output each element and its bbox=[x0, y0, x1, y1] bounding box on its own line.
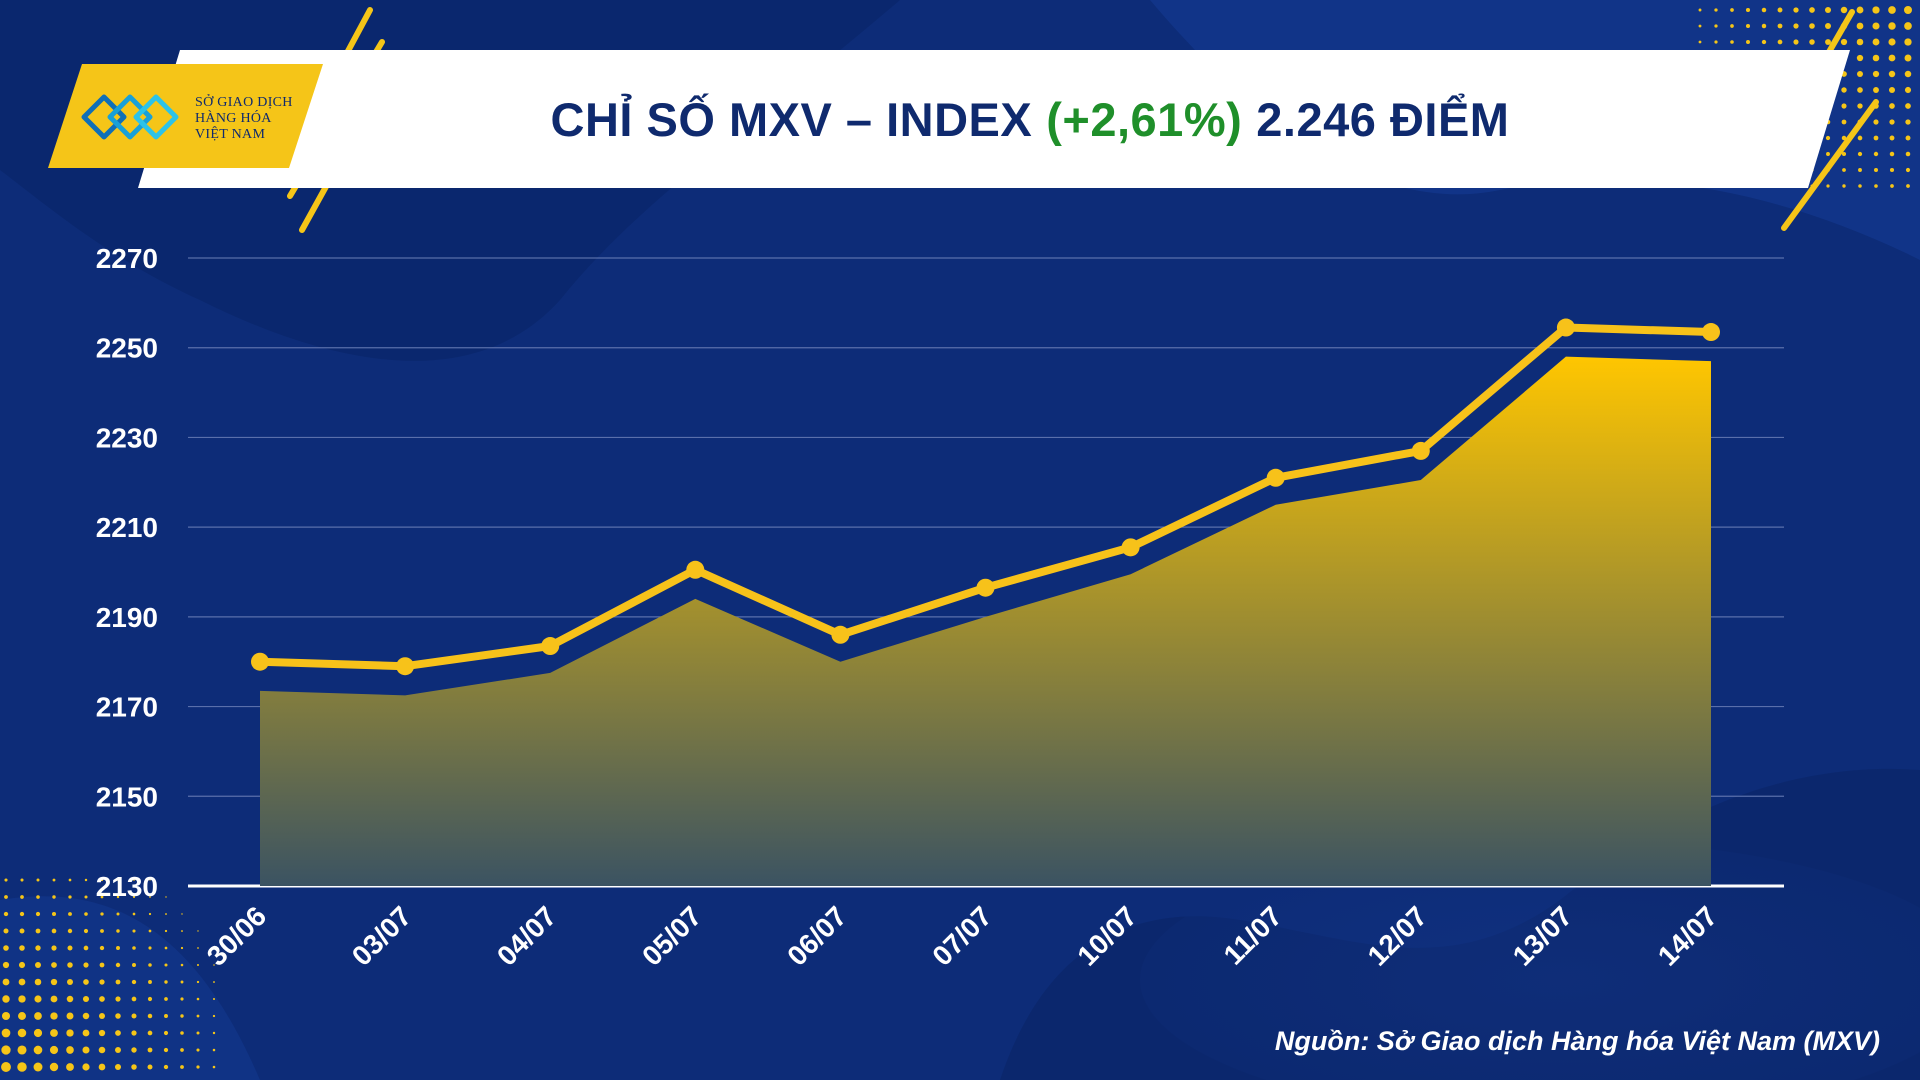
logo-text: SỞ GIAO DỊCH HÀNG HÓA VIỆT NAM bbox=[195, 95, 293, 143]
dot-pattern-bottom-left bbox=[1, 878, 216, 1072]
data-point bbox=[541, 637, 560, 656]
title-banner bbox=[138, 50, 1850, 188]
mxv-logo-icon bbox=[81, 94, 179, 140]
x-tick-label: 07/07 bbox=[926, 900, 997, 971]
y-axis-ticks: 2130 2150 2170 2190 2210 2230 2250 2270 bbox=[96, 243, 158, 902]
y-tick-label: 2270 bbox=[96, 243, 158, 274]
logo-line-1: SỞ GIAO DỊCH bbox=[195, 95, 293, 110]
title-points: 2.246 ĐIỂM bbox=[1256, 92, 1510, 146]
x-tick-label: 04/07 bbox=[491, 900, 562, 971]
data-point bbox=[1121, 538, 1140, 557]
area-fill bbox=[260, 356, 1711, 887]
logo-line-3: VIỆT NAM bbox=[195, 127, 266, 142]
data-point bbox=[396, 657, 415, 676]
data-point bbox=[1702, 323, 1720, 342]
logo-badge bbox=[48, 64, 323, 168]
data-point bbox=[976, 578, 995, 597]
x-tick-label: 11/07 bbox=[1218, 900, 1288, 970]
title-change-percent: (+2,61%) bbox=[1046, 92, 1243, 146]
data-point bbox=[1411, 441, 1430, 460]
x-tick-label: 12/07 bbox=[1362, 900, 1433, 971]
y-tick-label: 2130 bbox=[96, 871, 158, 902]
title-main: CHỈ SỐ MXV – INDEX bbox=[550, 92, 1033, 146]
y-tick-label: 2210 bbox=[96, 512, 158, 543]
data-points bbox=[251, 318, 1720, 676]
y-tick-label: 2230 bbox=[96, 422, 158, 453]
source-note: Nguồn: Sở Giao dịch Hàng hóa Việt Nam (M… bbox=[1274, 1026, 1880, 1056]
chart-title: CHỈ SỐ MXV – INDEX (+2,61%) 2.246 ĐIỂM bbox=[290, 50, 1770, 188]
x-tick-label: 14/07 bbox=[1652, 900, 1723, 971]
y-tick-label: 2250 bbox=[96, 333, 158, 364]
data-point bbox=[251, 652, 269, 671]
x-tick-label: 05/07 bbox=[636, 900, 707, 971]
x-tick-label: 10/07 bbox=[1071, 900, 1142, 971]
x-tick-label: 30/06 bbox=[201, 900, 272, 971]
data-point bbox=[1266, 468, 1285, 487]
data-point bbox=[686, 560, 705, 579]
data-point bbox=[1556, 318, 1575, 337]
y-tick-label: 2190 bbox=[96, 602, 158, 633]
y-tick-label: 2170 bbox=[96, 692, 158, 723]
logo-line-2: HÀNG HÓA bbox=[195, 111, 272, 126]
x-axis-ticks: 30/06 03/07 04/07 05/07 06/07 07/07 10/07 11/07… bbox=[201, 900, 1723, 971]
data-point bbox=[831, 625, 850, 644]
x-tick-label: 06/07 bbox=[781, 900, 852, 971]
x-tick-label: 13/07 bbox=[1507, 900, 1578, 971]
y-tick-label: 2150 bbox=[96, 781, 158, 812]
area-shape bbox=[260, 356, 1711, 887]
x-tick-label: 03/07 bbox=[346, 900, 417, 971]
